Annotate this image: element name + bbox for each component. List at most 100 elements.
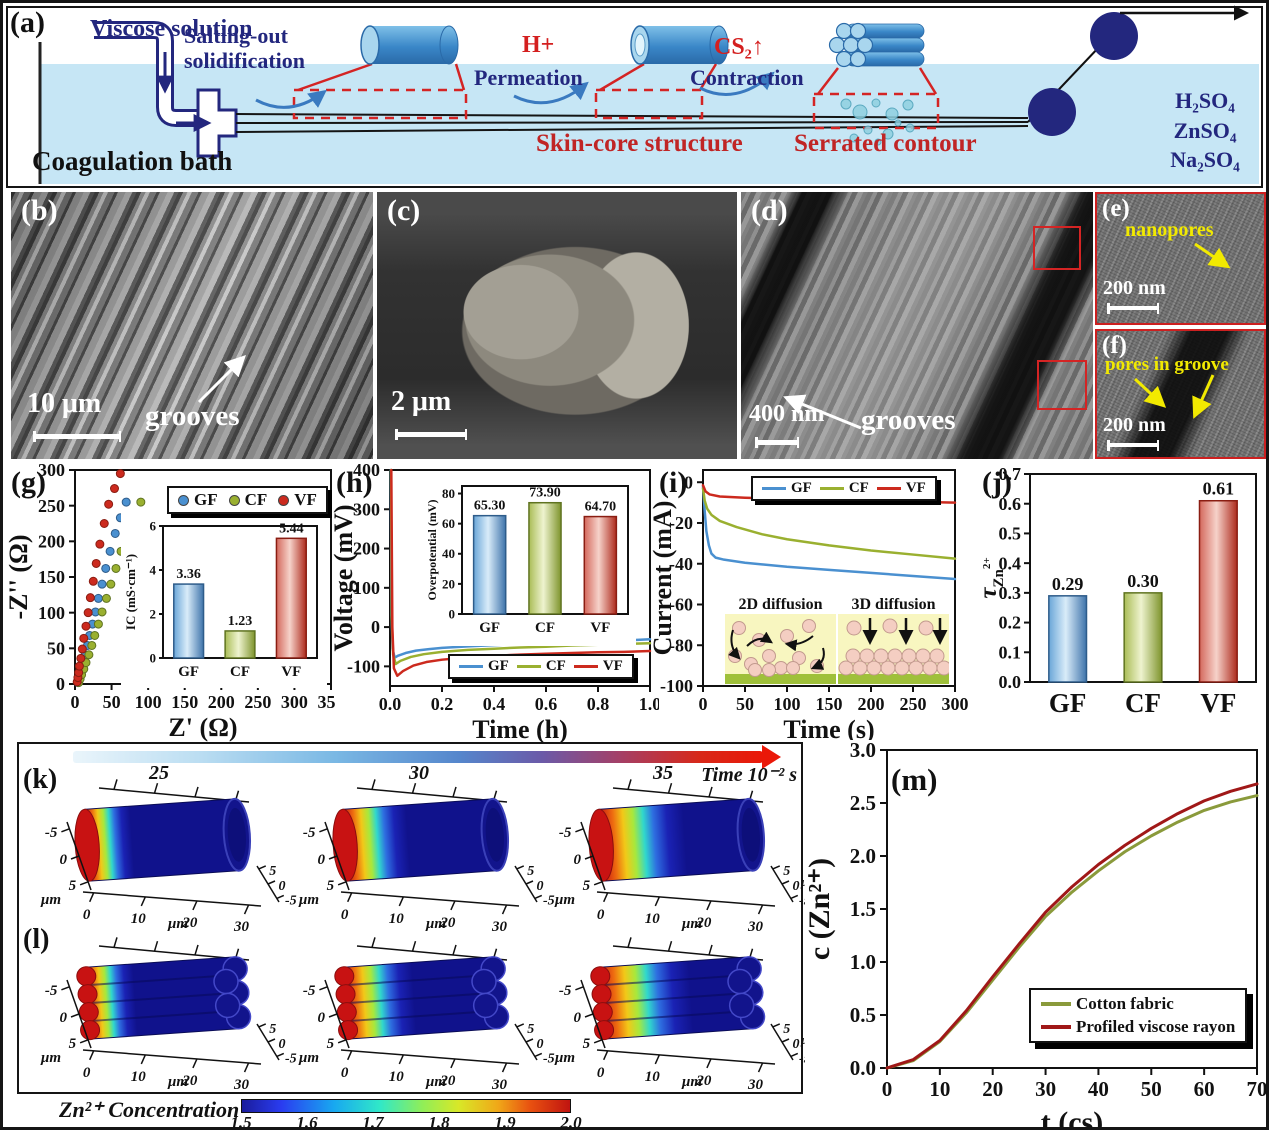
svg-text:-5: -5 xyxy=(285,893,297,908)
pores-arrows-icon xyxy=(1133,374,1215,419)
svg-text:0: 0 xyxy=(699,694,708,714)
svg-text:0: 0 xyxy=(793,879,800,894)
nanopores-annotation: nanopores xyxy=(1125,219,1214,241)
svg-text:2: 2 xyxy=(150,606,157,621)
svg-text:20: 20 xyxy=(439,1073,456,1089)
svg-text:0.5: 0.5 xyxy=(850,1003,876,1027)
svg-text:μm: μm xyxy=(681,1074,702,1090)
colorbar-tick: 2.0 xyxy=(560,1113,582,1130)
legend-entry-cf: CF xyxy=(228,490,268,510)
svg-text:5: 5 xyxy=(783,864,790,879)
svg-text:μm: μm xyxy=(40,892,61,908)
panel-a-schematic: (a) Viscose solution Salting-out solidif… xyxy=(6,5,1263,188)
svg-text:20: 20 xyxy=(181,915,198,931)
svg-text:0: 0 xyxy=(597,907,605,923)
permeation-label: Permeation xyxy=(474,65,583,90)
svg-text:5: 5 xyxy=(269,864,276,879)
svg-text:30: 30 xyxy=(233,919,250,935)
svg-text:4: 4 xyxy=(150,562,157,577)
svg-text:10: 10 xyxy=(645,1069,661,1085)
svg-text:300: 300 xyxy=(942,694,969,714)
panel-label-j: (j) xyxy=(982,466,1012,499)
legend-label: CF xyxy=(848,480,869,496)
svg-text:300: 300 xyxy=(353,499,380,519)
salt-h2so4: H₂SO₄ xyxy=(1175,88,1235,113)
legend-swatch-icon xyxy=(1041,1002,1071,1006)
svg-text:μm: μm xyxy=(298,1050,319,1066)
svg-text:1.0: 1.0 xyxy=(850,950,876,974)
colorbar-tick: 1.8 xyxy=(428,1113,450,1130)
time-arrowhead-icon xyxy=(762,745,781,769)
svg-text:0: 0 xyxy=(341,907,349,923)
svg-text:0.8: 0.8 xyxy=(587,694,610,714)
colorbar-tick: 1.6 xyxy=(296,1113,318,1130)
svg-text:μm: μm xyxy=(40,1050,61,1066)
svg-text:μm: μm xyxy=(167,916,188,932)
legend-entry-vf: VF xyxy=(278,490,317,510)
legend-entry-gf: GF xyxy=(178,490,218,510)
legend-label: CF xyxy=(244,490,268,509)
scale-bar-text: 200 nm xyxy=(1103,277,1166,299)
panel-label-a: (a) xyxy=(10,6,45,39)
svg-text:0: 0 xyxy=(537,1037,544,1052)
svg-text:20: 20 xyxy=(695,1073,712,1089)
panel-label-d: (d) xyxy=(751,194,788,227)
legend-i: GF CF VF xyxy=(751,476,937,501)
svg-text:30: 30 xyxy=(491,1077,508,1093)
scale-bar xyxy=(1107,303,1159,314)
svg-text:150: 150 xyxy=(171,692,198,712)
transference-bar-plot: 0.0 0.1 0.2 0.3 0.4 0.5 0.6 0.7 0.29 GF 0.30 CF 0.61… xyxy=(975,464,1257,718)
scale-bar-text: 2 μm xyxy=(391,386,452,417)
panel-label-h: (h) xyxy=(336,466,373,499)
concentration-colorbar-label: Zn²⁺ Concentration xyxy=(59,1097,240,1122)
svg-text:μm: μm xyxy=(298,892,319,908)
svg-text:64.70: 64.70 xyxy=(585,500,617,515)
svg-text:-5: -5 xyxy=(285,1051,297,1066)
svg-text:CF: CF xyxy=(535,620,555,636)
diffusion-inset: 2D diffusion 3D diffusion xyxy=(725,596,949,684)
svg-text:0.61: 0.61 xyxy=(1203,479,1235,499)
diffusion-2d-title: 2D diffusion xyxy=(738,596,823,613)
svg-text:250: 250 xyxy=(38,496,65,516)
svg-text:1.23: 1.23 xyxy=(228,614,253,629)
svg-text:0: 0 xyxy=(56,674,65,694)
svg-text:-5: -5 xyxy=(303,983,316,999)
svg-text:-60: -60 xyxy=(669,595,693,615)
legend-label: CF xyxy=(545,658,566,674)
svg-text:200: 200 xyxy=(858,694,885,714)
svg-text:30: 30 xyxy=(1035,1077,1056,1101)
nyquist-plot: 0 50 100 150 200 250 300 350050100150200250300Z… xyxy=(4,460,345,742)
svg-text:60: 60 xyxy=(1194,1077,1215,1101)
legend-swatch-icon xyxy=(762,486,786,491)
svg-text:0: 0 xyxy=(684,472,693,492)
svg-text:0: 0 xyxy=(60,1010,68,1026)
time-tick: 30 xyxy=(409,762,429,784)
svg-text:0: 0 xyxy=(371,617,380,637)
diffusion-2d-diagram xyxy=(725,614,836,684)
svg-text:0.0: 0.0 xyxy=(850,1056,876,1080)
svg-text:3.36: 3.36 xyxy=(176,567,201,582)
svg-text:0.29: 0.29 xyxy=(1052,574,1084,594)
zoom-region-box-f xyxy=(1037,360,1087,410)
svg-text:10: 10 xyxy=(389,1069,405,1085)
colorbar-tick: 1.7 xyxy=(362,1113,384,1130)
pores-annotation: pores in groove xyxy=(1105,354,1229,375)
svg-text:10: 10 xyxy=(131,911,147,927)
coagulation-bath-label: Coagulation bath xyxy=(32,146,233,176)
svg-text:400: 400 xyxy=(353,460,380,480)
svg-text:10: 10 xyxy=(131,1069,147,1085)
scale-bar xyxy=(395,429,467,440)
svg-text:5: 5 xyxy=(583,1036,591,1052)
svg-text:2.0: 2.0 xyxy=(850,844,876,868)
svg-text:-5: -5 xyxy=(543,1051,555,1066)
svg-text:-5: -5 xyxy=(559,983,572,999)
coagulation-bath-schematic xyxy=(38,5,1259,184)
svg-text:0.3: 0.3 xyxy=(999,583,1022,603)
scale-bar xyxy=(755,437,799,448)
svg-text:3.0: 3.0 xyxy=(850,738,876,762)
cs2-label: CS₂↑ xyxy=(714,34,764,60)
svg-text:20: 20 xyxy=(439,915,456,931)
